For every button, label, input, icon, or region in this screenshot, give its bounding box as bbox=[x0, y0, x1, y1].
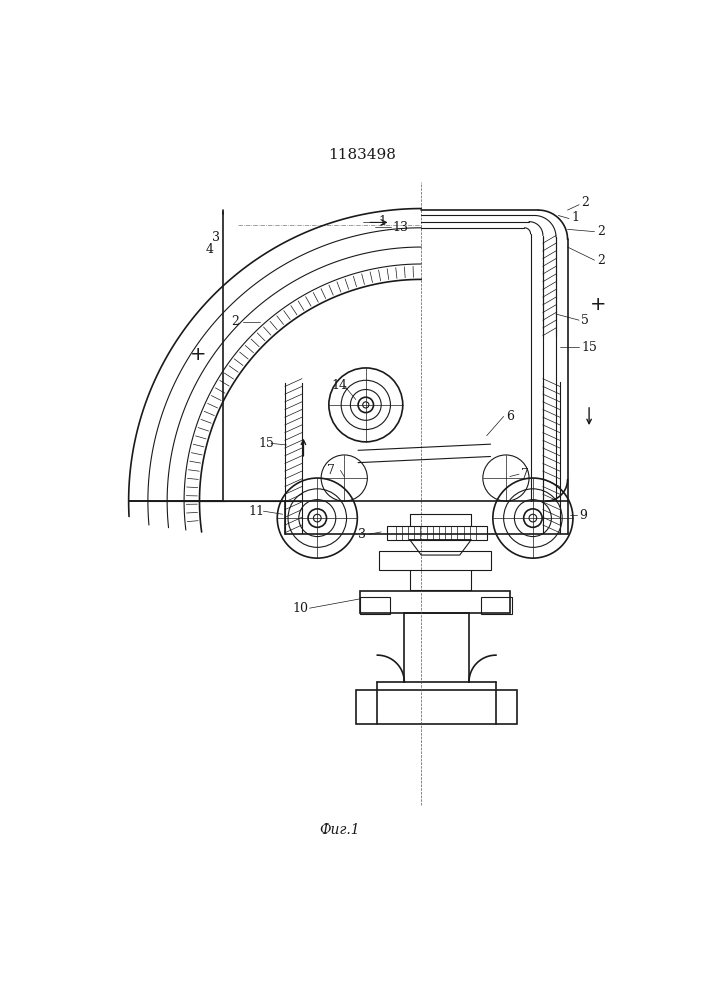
Bar bbox=[360, 591, 510, 613]
Text: +: + bbox=[590, 295, 607, 314]
Bar bbox=[356, 690, 518, 724]
Text: 1183498: 1183498 bbox=[328, 148, 397, 162]
Text: 2: 2 bbox=[597, 254, 604, 267]
Bar bbox=[379, 551, 491, 570]
Bar bbox=[481, 597, 512, 614]
Text: 2: 2 bbox=[581, 196, 589, 209]
Text: 4: 4 bbox=[206, 243, 214, 256]
Text: 6: 6 bbox=[506, 410, 514, 423]
Text: 14: 14 bbox=[331, 379, 347, 392]
Text: 1: 1 bbox=[379, 215, 387, 228]
Text: 2: 2 bbox=[231, 315, 239, 328]
Text: +: + bbox=[189, 345, 206, 364]
Text: 1: 1 bbox=[571, 211, 580, 224]
Bar bbox=[360, 597, 390, 614]
Bar bbox=[387, 526, 486, 540]
Text: Фиг.1: Фиг.1 bbox=[319, 823, 360, 837]
Text: 15: 15 bbox=[258, 437, 274, 450]
Text: 3: 3 bbox=[358, 528, 366, 541]
Bar bbox=[404, 613, 469, 682]
Text: 7: 7 bbox=[327, 464, 335, 477]
Text: 2: 2 bbox=[597, 225, 604, 238]
Text: 11: 11 bbox=[248, 505, 264, 518]
Text: 10: 10 bbox=[293, 602, 309, 615]
Text: 5: 5 bbox=[581, 314, 589, 327]
Text: 7: 7 bbox=[521, 468, 530, 481]
Text: 3: 3 bbox=[212, 231, 220, 244]
Text: 15: 15 bbox=[581, 341, 597, 354]
Text: 9: 9 bbox=[579, 509, 587, 522]
Text: 13: 13 bbox=[393, 221, 409, 234]
